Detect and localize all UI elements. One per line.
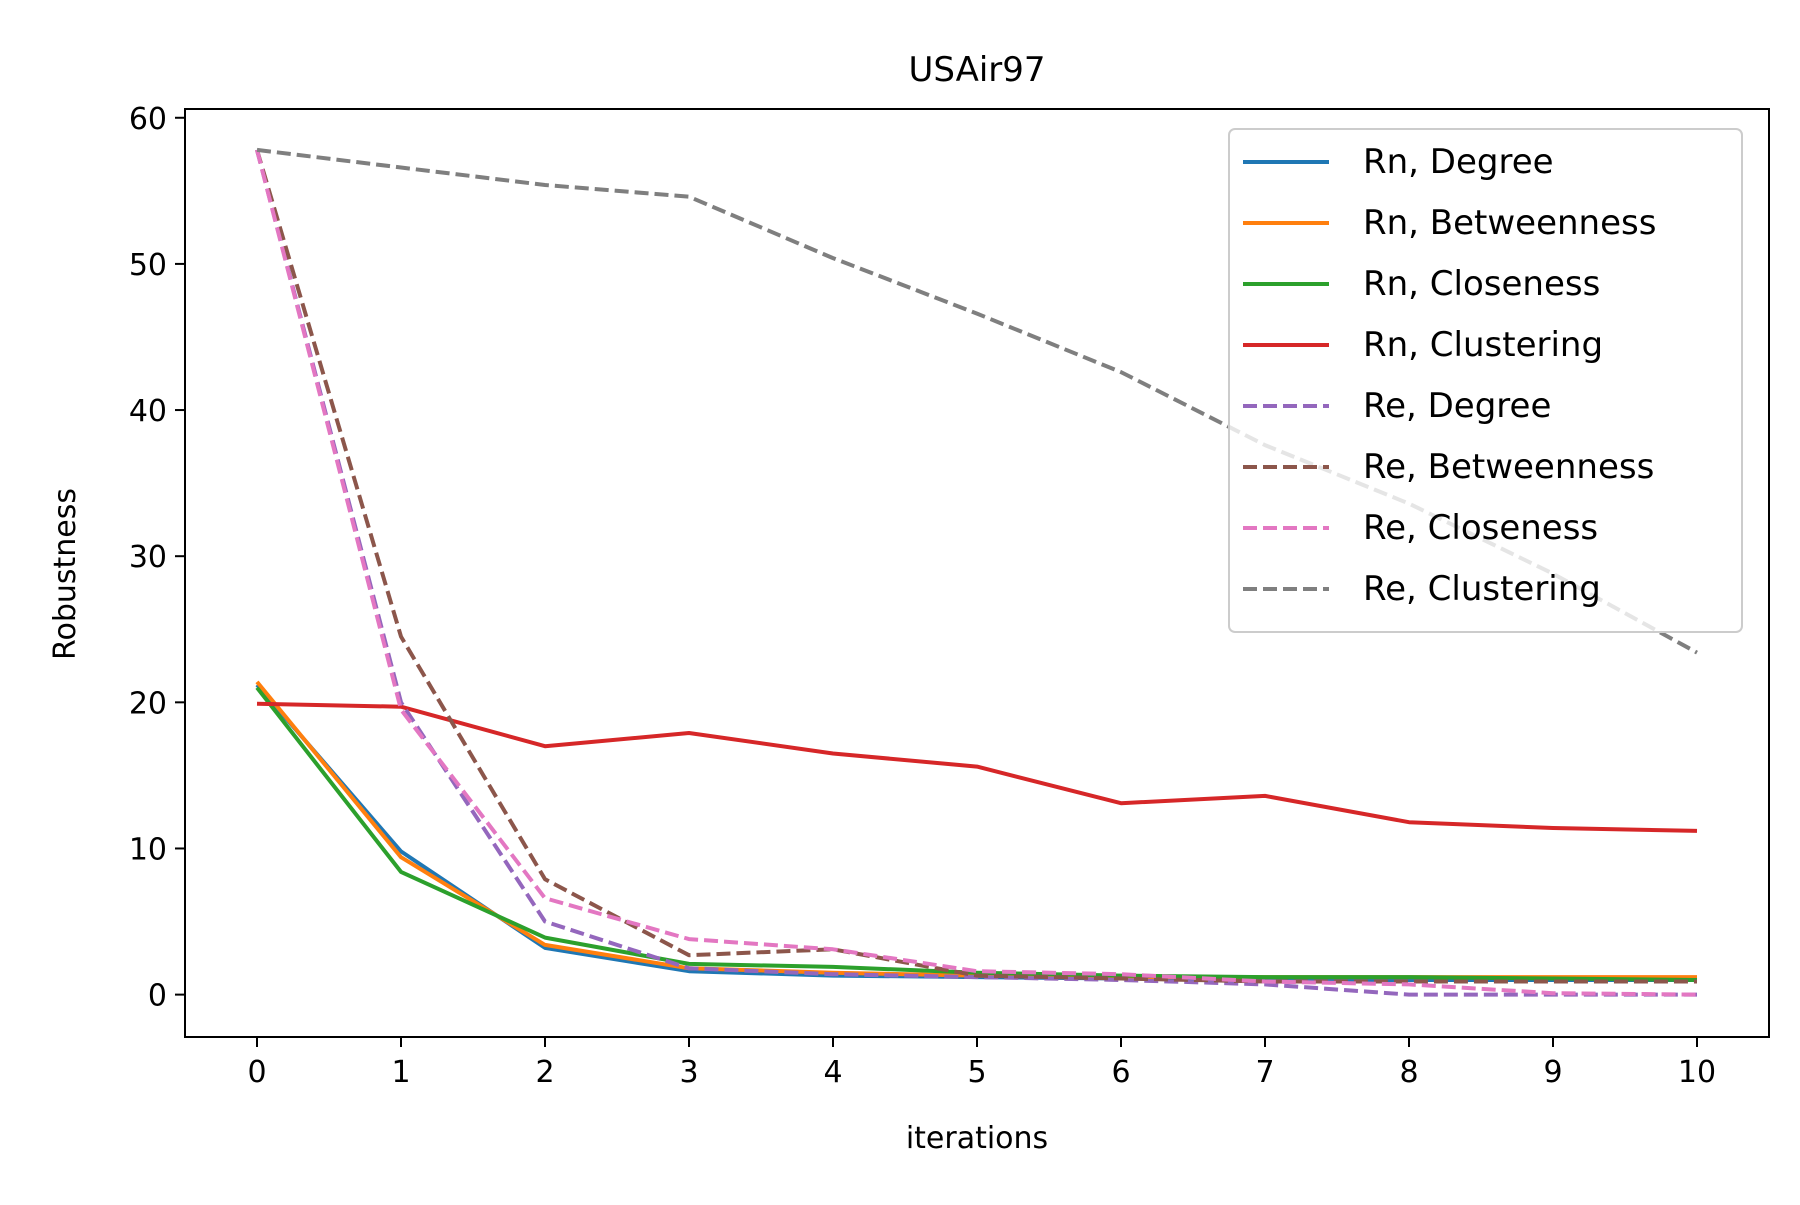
legend-frame: [1228, 128, 1743, 633]
y-tick-label: 0: [148, 979, 167, 1014]
x-tick-label: 3: [679, 1055, 698, 1090]
y-tick-label: 40: [129, 394, 167, 429]
y-tick-label: 30: [129, 540, 167, 575]
legend: Rn, Degree Rn, Betweenness Rn, Closeness Rn…: [1228, 128, 1743, 633]
legend-label: Rn, Clustering: [1363, 325, 1603, 365]
legend-label: Rn, Betweenness: [1363, 203, 1656, 243]
x-tick-label: 9: [1543, 1055, 1562, 1090]
legend-label: Rn, Closeness: [1363, 264, 1600, 304]
chart-title: USAir97: [908, 50, 1045, 90]
x-tick-label: 10: [1678, 1055, 1716, 1090]
legend-label: Re, Closeness: [1363, 508, 1598, 548]
series-line-rn-closeness: [255, 686, 1698, 982]
y-tick-label: 50: [129, 248, 167, 283]
legend-label: Rn, Degree: [1363, 142, 1554, 182]
y-tick-label: 20: [129, 686, 167, 721]
x-tick-label: 8: [1399, 1055, 1418, 1090]
x-tick-label: 0: [247, 1055, 266, 1090]
axis-ticks: 0 1 2 3 4 5 6 7 8 9 10 0 10 20 30 40 50 60: [129, 102, 1716, 1090]
x-tick-label: 4: [823, 1055, 842, 1090]
x-tick-label: 7: [1255, 1055, 1274, 1090]
y-tick-label: 10: [129, 832, 167, 867]
x-tick-label: 5: [967, 1055, 986, 1090]
x-axis-label: iterations: [906, 1121, 1048, 1156]
y-axis-label: Robustness: [48, 488, 83, 660]
legend-label: Re, Degree: [1363, 386, 1551, 426]
y-tick-label: 60: [129, 102, 167, 137]
series-lines: [255, 147, 1698, 997]
legend-label: Re, Betweenness: [1363, 447, 1654, 487]
x-tick-label: 6: [1111, 1055, 1130, 1090]
legend-label: Re, Clustering: [1363, 569, 1601, 609]
series-line-rn-clustering: [256, 701, 1698, 833]
x-tick-label: 2: [535, 1055, 554, 1090]
plot-area-frame: [184, 108, 1770, 1038]
series-line-re-betweenness: [255, 149, 1697, 984]
x-tick-label: 1: [391, 1055, 410, 1090]
